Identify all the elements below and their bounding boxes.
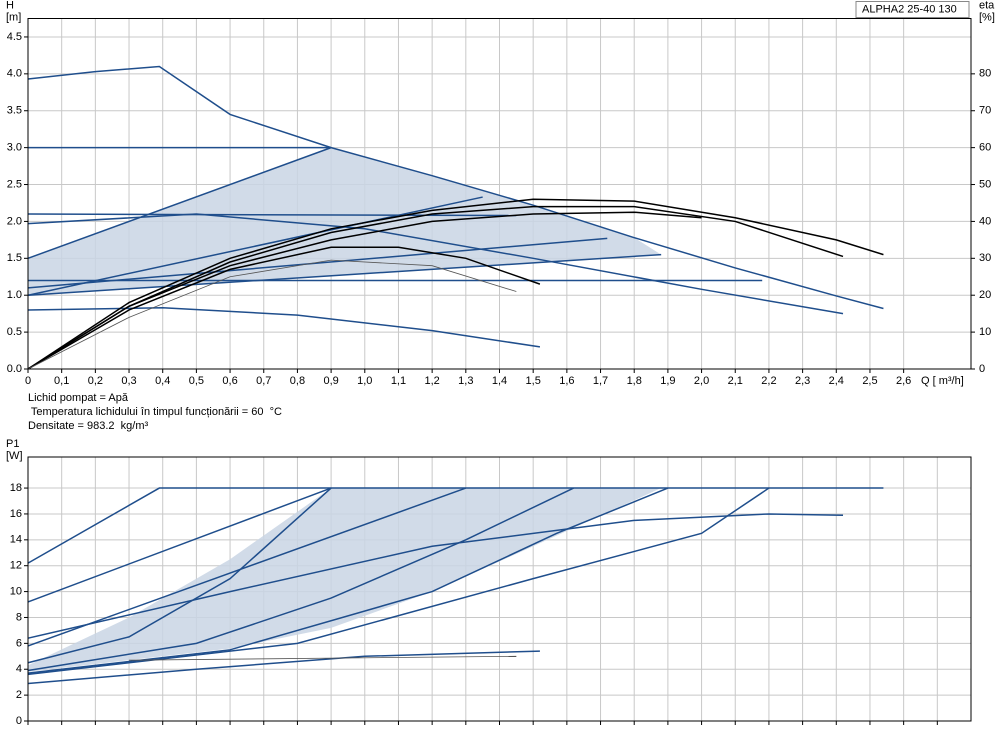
y-tick-label: 2 — [16, 689, 22, 701]
curve — [129, 655, 517, 661]
y-tick-label: 0.0 — [7, 363, 22, 375]
y2-tick-label: 50 — [979, 178, 991, 190]
x-tick-label: 2,3 — [795, 375, 810, 387]
x-axis-label: Q [ m³/h] — [921, 375, 964, 387]
x-tick-label: 0,2 — [88, 375, 103, 387]
y-tick-label: 14 — [10, 534, 22, 546]
x-tick-label: 2,0 — [694, 375, 709, 387]
curve — [27, 253, 662, 296]
x-tick-label: 0,9 — [323, 375, 338, 387]
y-tick-label: 1.0 — [7, 289, 22, 301]
x-tick-label: 1,8 — [627, 375, 642, 387]
y-axis-label: H — [6, 0, 14, 11]
y2-tick-label: 60 — [979, 142, 991, 154]
curve — [27, 487, 669, 674]
note: Densitate = 983.2 kg/m³ — [28, 420, 148, 432]
curve — [27, 487, 884, 564]
y-tick-label: 16 — [10, 508, 22, 520]
y-tick-label: 3.5 — [7, 105, 22, 117]
curve — [27, 213, 517, 217]
y-tick-label: 10 — [10, 585, 22, 597]
y-tick-label: 4 — [16, 663, 22, 675]
y-axis-label: [m] — [6, 11, 21, 23]
x-tick-label: 1,3 — [458, 375, 473, 387]
x-tick-label: 1,5 — [526, 375, 541, 387]
y-tick-label: 8 — [16, 611, 22, 623]
y-tick-label: 0 — [16, 715, 22, 727]
curve — [27, 196, 483, 296]
x-tick-label: 0 — [25, 375, 31, 387]
y-tick-label: 2.5 — [7, 178, 22, 190]
curve — [27, 237, 608, 289]
curve — [27, 211, 702, 370]
operating-area — [28, 147, 662, 296]
y2-tick-label: 10 — [979, 326, 991, 338]
y-axis-label: [W] — [6, 450, 23, 462]
curve — [27, 205, 844, 370]
note: Lichid pompat = Apă — [28, 392, 129, 404]
curve — [27, 487, 332, 664]
curve — [27, 146, 332, 260]
y2-tick-label: 20 — [979, 289, 991, 301]
y-tick-label: 0.5 — [7, 326, 22, 338]
y2-axis-label: eta — [979, 0, 995, 11]
y-tick-label: 18 — [10, 482, 22, 494]
curve — [27, 487, 467, 647]
x-tick-label: 0,5 — [189, 375, 204, 387]
x-tick-label: 1,6 — [559, 375, 574, 387]
x-tick-label: 1,9 — [660, 375, 675, 387]
y2-tick-label: 0 — [979, 363, 985, 375]
x-tick-label: 0,1 — [54, 375, 69, 387]
x-tick-label: 1,2 — [424, 375, 439, 387]
y2-tick-label: 80 — [979, 68, 991, 80]
x-tick-label: 2,1 — [728, 375, 743, 387]
y-tick-label: 1.5 — [7, 252, 22, 264]
y-tick-label: 3.0 — [7, 142, 22, 154]
x-tick-label: 0,3 — [121, 375, 136, 387]
x-tick-label: 2,4 — [829, 375, 844, 387]
curve — [27, 198, 884, 370]
curve — [27, 65, 884, 310]
annotation-box — [855, 1, 970, 18]
curve — [27, 487, 332, 603]
y-tick-label: 6 — [16, 637, 22, 649]
operating-area — [28, 488, 662, 672]
y-tick-label: 2.0 — [7, 215, 22, 227]
y2-tick-label: 40 — [979, 215, 991, 227]
x-tick-label: 1,4 — [492, 375, 507, 387]
curve — [27, 213, 844, 315]
x-tick-label: 1,0 — [357, 375, 372, 387]
curve — [27, 513, 844, 639]
plot-frame — [27, 18, 972, 370]
curve — [27, 487, 770, 676]
note: Temperatura lichidului în timpul funcțio… — [28, 406, 282, 418]
curve — [27, 246, 541, 370]
x-tick-label: 1,1 — [391, 375, 406, 387]
x-tick-label: 0,4 — [155, 375, 170, 387]
curve — [27, 259, 517, 370]
curve — [27, 307, 541, 348]
x-tick-label: 0,8 — [290, 375, 305, 387]
y2-tick-label: 70 — [979, 105, 991, 117]
x-tick-label: 1,7 — [593, 375, 608, 387]
y-tick-label: 4.0 — [7, 68, 22, 80]
x-tick-label: 0,6 — [222, 375, 237, 387]
y2-tick-label: 30 — [979, 252, 991, 264]
annotation: ALPHA2 25-40 130 — [862, 3, 957, 15]
x-tick-label: 0,7 — [256, 375, 271, 387]
y-tick-label: 12 — [10, 560, 22, 572]
x-tick-label: 2,2 — [761, 375, 776, 387]
y-tick-label: 4.5 — [7, 31, 22, 43]
y-axis-label: P1 — [6, 438, 19, 450]
plot-frame — [27, 456, 972, 722]
y2-axis-label: [%] — [979, 11, 995, 23]
curve — [27, 487, 574, 672]
x-tick-label: 2,6 — [896, 375, 911, 387]
x-tick-label: 2,5 — [862, 375, 877, 387]
curve — [27, 650, 540, 685]
